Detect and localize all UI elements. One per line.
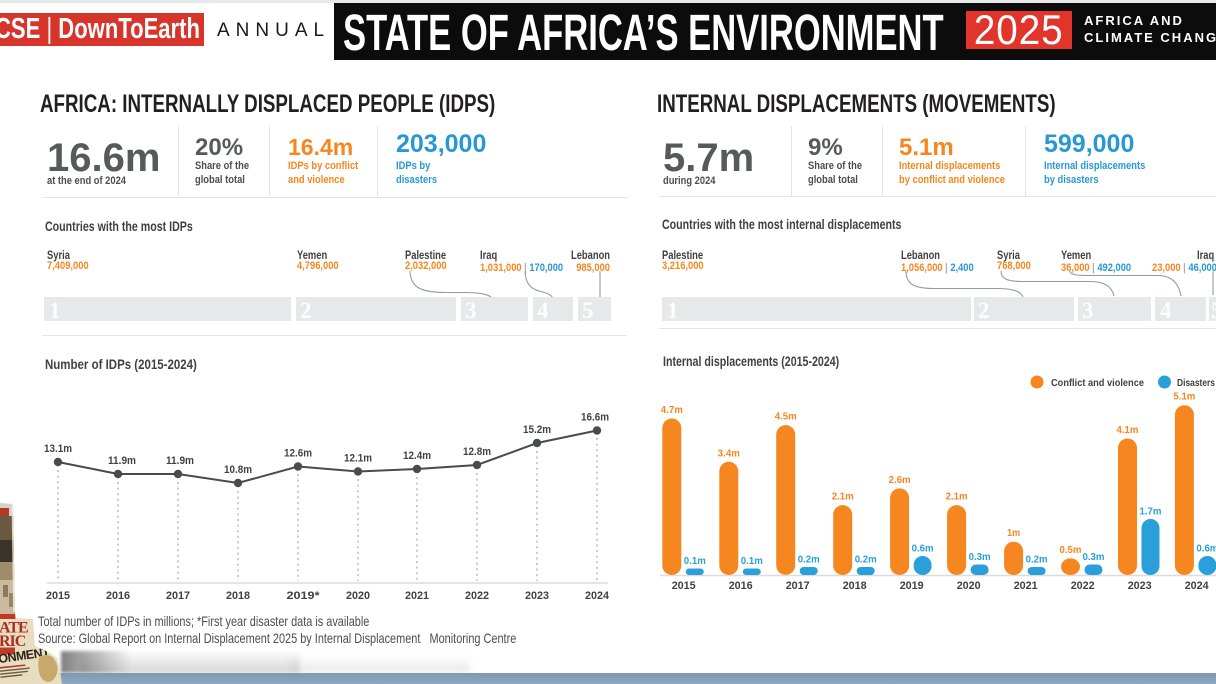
svg-text:2016: 2016 bbox=[729, 580, 753, 592]
svg-text:2019: 2019 bbox=[900, 580, 924, 592]
svg-text:2018: 2018 bbox=[226, 590, 250, 602]
svg-text:0.6m: 0.6m bbox=[912, 544, 934, 555]
svg-text:2024: 2024 bbox=[1185, 580, 1210, 592]
svg-text:2.1m: 2.1m bbox=[946, 492, 968, 503]
svg-text:2023: 2023 bbox=[525, 590, 549, 602]
svg-text:2021: 2021 bbox=[405, 590, 429, 602]
svg-text:2016: 2016 bbox=[106, 590, 130, 602]
svg-text:RIC: RIC bbox=[0, 633, 26, 650]
svg-text:4.1m: 4.1m bbox=[1117, 425, 1139, 436]
svg-text:0.5m: 0.5m bbox=[1060, 545, 1082, 556]
svg-text:2017: 2017 bbox=[166, 590, 190, 602]
svg-text:4.5m: 4.5m bbox=[775, 412, 797, 423]
svg-text:0.6m: 0.6m bbox=[1196, 544, 1216, 555]
svg-text:1m: 1m bbox=[1007, 528, 1020, 539]
svg-text:Conflict and violence: Conflict and violence bbox=[1051, 377, 1144, 389]
svg-text:2.1m: 2.1m bbox=[832, 492, 854, 503]
svg-text:3.4m: 3.4m bbox=[718, 448, 740, 459]
svg-text:0.1m: 0.1m bbox=[741, 556, 763, 567]
svg-text:2015: 2015 bbox=[46, 590, 70, 602]
svg-text:10.8m: 10.8m bbox=[224, 464, 252, 476]
svg-text:0.2m: 0.2m bbox=[1026, 555, 1048, 566]
svg-text:13.1m: 13.1m bbox=[44, 443, 72, 455]
svg-text:2020: 2020 bbox=[957, 580, 981, 592]
svg-text:2021: 2021 bbox=[1014, 580, 1038, 592]
svg-text:2024: 2024 bbox=[585, 590, 610, 602]
svg-text:11.9m: 11.9m bbox=[166, 455, 194, 467]
svg-text:2023: 2023 bbox=[1128, 580, 1152, 592]
svg-text:0.2m: 0.2m bbox=[798, 555, 820, 566]
svg-text:2022: 2022 bbox=[465, 590, 489, 602]
svg-text:2017: 2017 bbox=[786, 580, 810, 592]
svg-text:5.1m: 5.1m bbox=[1173, 392, 1195, 403]
svg-text:0.2m: 0.2m bbox=[855, 555, 877, 566]
svg-text:12.8m: 12.8m bbox=[463, 446, 491, 458]
svg-text:2020: 2020 bbox=[346, 590, 370, 602]
svg-text:11.9m: 11.9m bbox=[108, 455, 136, 467]
svg-text:0.3m: 0.3m bbox=[1083, 552, 1105, 563]
svg-text:15.2m: 15.2m bbox=[523, 424, 551, 436]
svg-text:12.6m: 12.6m bbox=[284, 448, 312, 460]
svg-text:0.1m: 0.1m bbox=[684, 556, 706, 567]
svg-text:12.4m: 12.4m bbox=[403, 450, 431, 462]
svg-text:2015: 2015 bbox=[672, 580, 696, 592]
svg-text:2.6m: 2.6m bbox=[889, 475, 911, 486]
svg-text:16.6m: 16.6m bbox=[581, 412, 609, 424]
svg-text:ATE: ATE bbox=[0, 620, 28, 637]
svg-text:4.7m: 4.7m bbox=[661, 405, 683, 416]
svg-text:1.7m: 1.7m bbox=[1140, 507, 1162, 518]
svg-text:2018: 2018 bbox=[843, 580, 867, 592]
svg-text:2019*: 2019* bbox=[287, 590, 321, 602]
svg-text:12.1m: 12.1m bbox=[344, 453, 372, 465]
svg-text:Disasters: Disasters bbox=[1177, 377, 1215, 389]
svg-text:2022: 2022 bbox=[1071, 580, 1095, 592]
svg-text:0.3m: 0.3m bbox=[969, 552, 991, 563]
